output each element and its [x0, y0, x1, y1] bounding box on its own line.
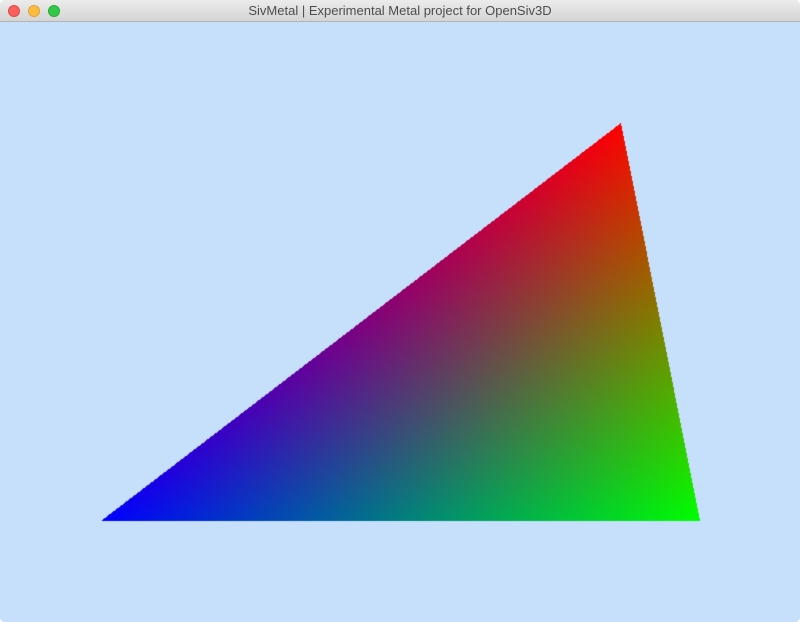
window-title: SivMetal | Experimental Metal project fo… [248, 3, 552, 18]
gradient-triangle [0, 22, 800, 622]
title-bar[interactable]: SivMetal | Experimental Metal project fo… [0, 0, 800, 22]
zoom-button[interactable] [48, 5, 60, 17]
close-button[interactable] [8, 5, 20, 17]
render-area [0, 22, 800, 622]
minimize-button[interactable] [28, 5, 40, 17]
